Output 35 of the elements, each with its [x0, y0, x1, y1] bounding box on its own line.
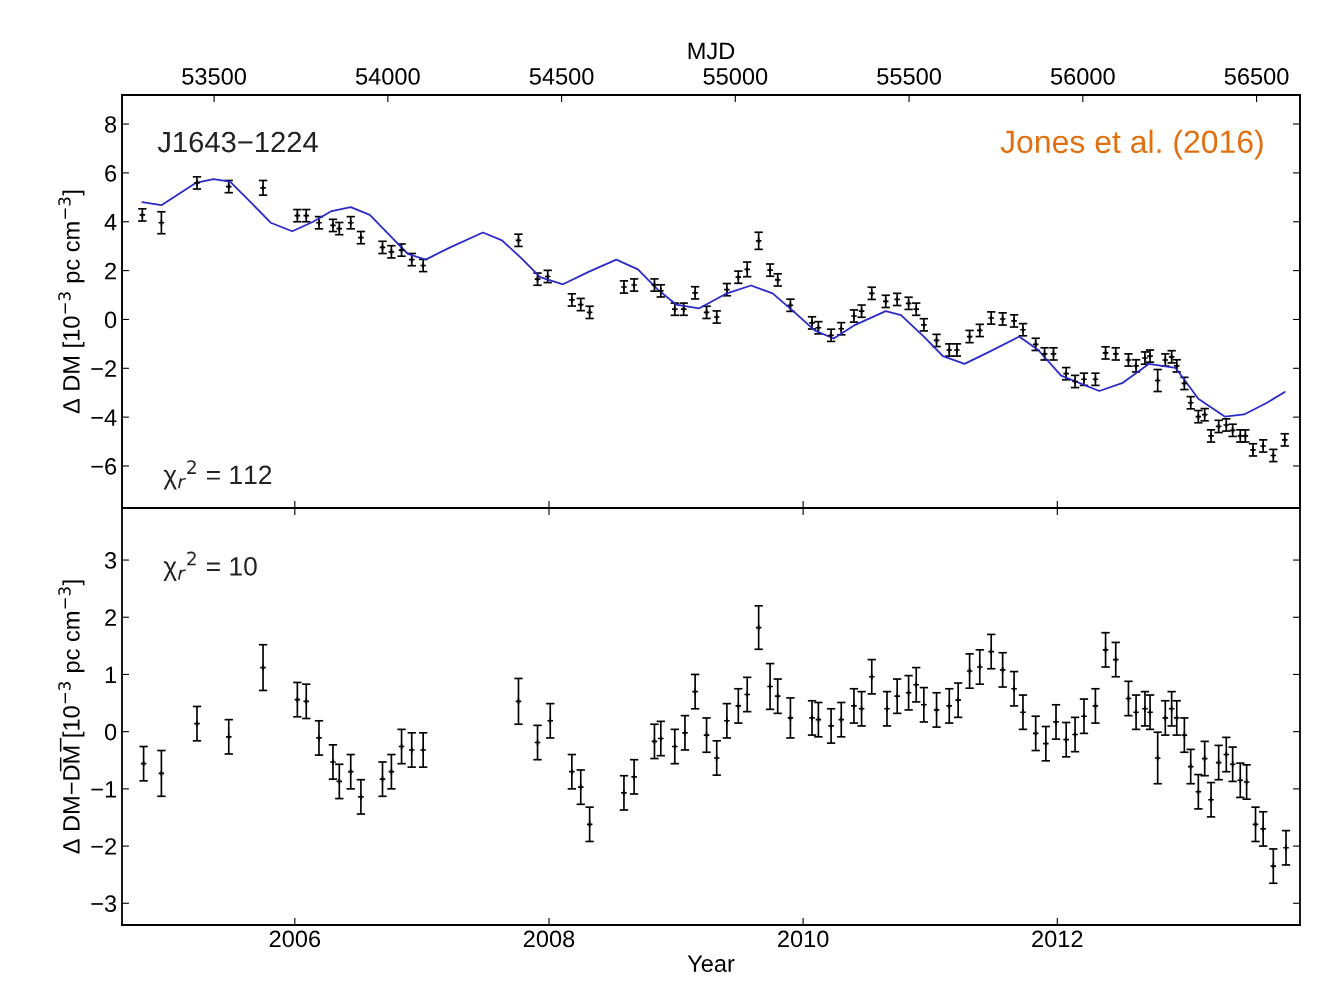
- annotation: Jones et al. (2016): [1000, 129, 1263, 160]
- x2-tick-label: 55000: [703, 68, 768, 85]
- annotation: χ$_{r}$$^{2}$ = 112: [163, 460, 272, 490]
- y-axis-title: Δ DM−D̅M̅ [10$^{−3}$ pc cm$^{−3}$]: [58, 580, 85, 854]
- x2-tick-label: 56000: [1050, 68, 1115, 85]
- y-tick-label: 0: [104, 311, 117, 329]
- x-tick-label: 2010: [778, 930, 829, 948]
- y-tick-label: −2: [91, 838, 116, 855]
- y-tick-label: 6: [105, 164, 117, 182]
- y-tick-label: 1: [105, 666, 116, 684]
- line-series: [141, 178, 1286, 418]
- annotation: χ$_{r}$$^{2}$ = 10: [163, 551, 257, 581]
- x-tick-label: 2006: [269, 930, 321, 948]
- y-tick-label: 0: [104, 723, 117, 741]
- y-tick-label: −1: [91, 781, 116, 798]
- x-tick-label: 2012: [1032, 930, 1083, 948]
- x-axis-title: Year: [687, 955, 735, 972]
- x2-tick-label: 54500: [529, 68, 594, 85]
- y-tick-label: −6: [91, 458, 117, 475]
- y-tick-label: 8: [105, 116, 117, 133]
- y-tick-label: 3: [104, 552, 117, 569]
- y-tick-label: −3: [91, 895, 117, 913]
- y-axis-title: Δ DM [10$^{−3}$ pc cm$^{−3}$]: [58, 190, 85, 414]
- x-tick-label: 2008: [523, 930, 575, 948]
- y-tick-label: 2: [105, 609, 116, 626]
- x2-tick-label: 56500: [1224, 68, 1289, 85]
- x2-tick-label: 53500: [182, 68, 246, 85]
- y-tick-label: −4: [91, 409, 117, 426]
- x2-tick-label: 54000: [355, 68, 420, 85]
- x2-axis-title: MJD: [688, 42, 735, 60]
- annotation: J1643−1224: [157, 131, 318, 153]
- y-tick-label: 4: [104, 214, 117, 231]
- x2-tick-label: 55500: [877, 68, 941, 85]
- y-tick-label: 2: [105, 262, 116, 280]
- y-tick-label: −2: [91, 360, 116, 377]
